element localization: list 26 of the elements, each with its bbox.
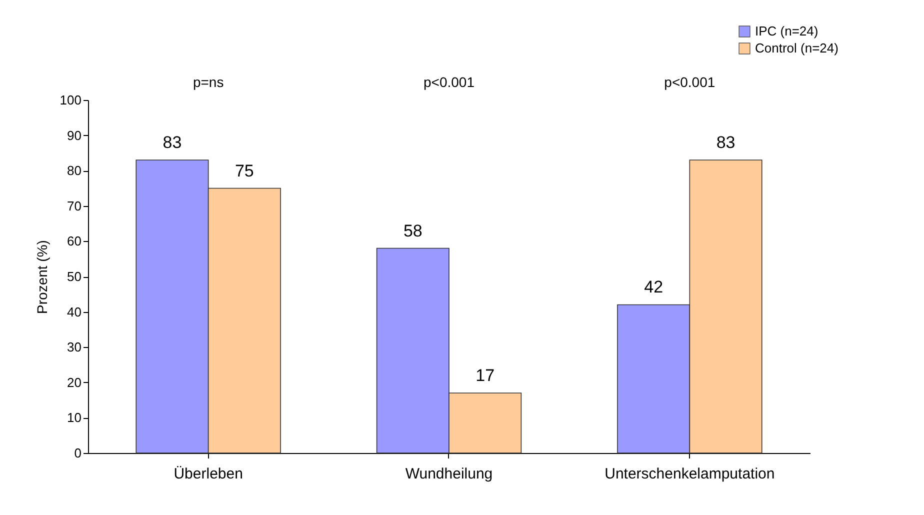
data-label: 83: [162, 133, 182, 152]
legend-label: Control (n=24): [755, 40, 838, 56]
data-label: 17: [476, 366, 495, 385]
data-label: 42: [644, 278, 664, 297]
y-axis-title: Prozent (%): [34, 240, 50, 314]
x-tick-label: Überleben: [174, 466, 243, 482]
text: p=ns: [192, 74, 224, 90]
y-tick-label: 60: [67, 234, 82, 249]
text: p<0.001: [424, 74, 475, 90]
y-tick-label: 20: [67, 374, 82, 390]
y-tick-label: 100: [60, 92, 82, 108]
y-tick-label: 0: [74, 446, 82, 460]
y-tick-label: 30: [67, 340, 82, 355]
data-label: 75: [234, 161, 254, 180]
data-label: 83: [716, 133, 736, 152]
y-tick-label: 80: [67, 163, 82, 178]
x-tick-label: Unterschenkelamputation: [604, 466, 775, 482]
y-tick-label: 70: [67, 198, 82, 214]
text: p<0.001: [664, 74, 716, 90]
x-tick-label: Wundheilung: [405, 466, 493, 482]
y-tick-label: 50: [67, 269, 82, 284]
y-tick-label: 40: [67, 304, 82, 320]
legend-label: IPC (n=24): [755, 24, 818, 38]
y-tick-label: 10: [67, 410, 82, 426]
y-tick-label: 90: [67, 128, 82, 143]
data-label: 58: [403, 221, 422, 240]
